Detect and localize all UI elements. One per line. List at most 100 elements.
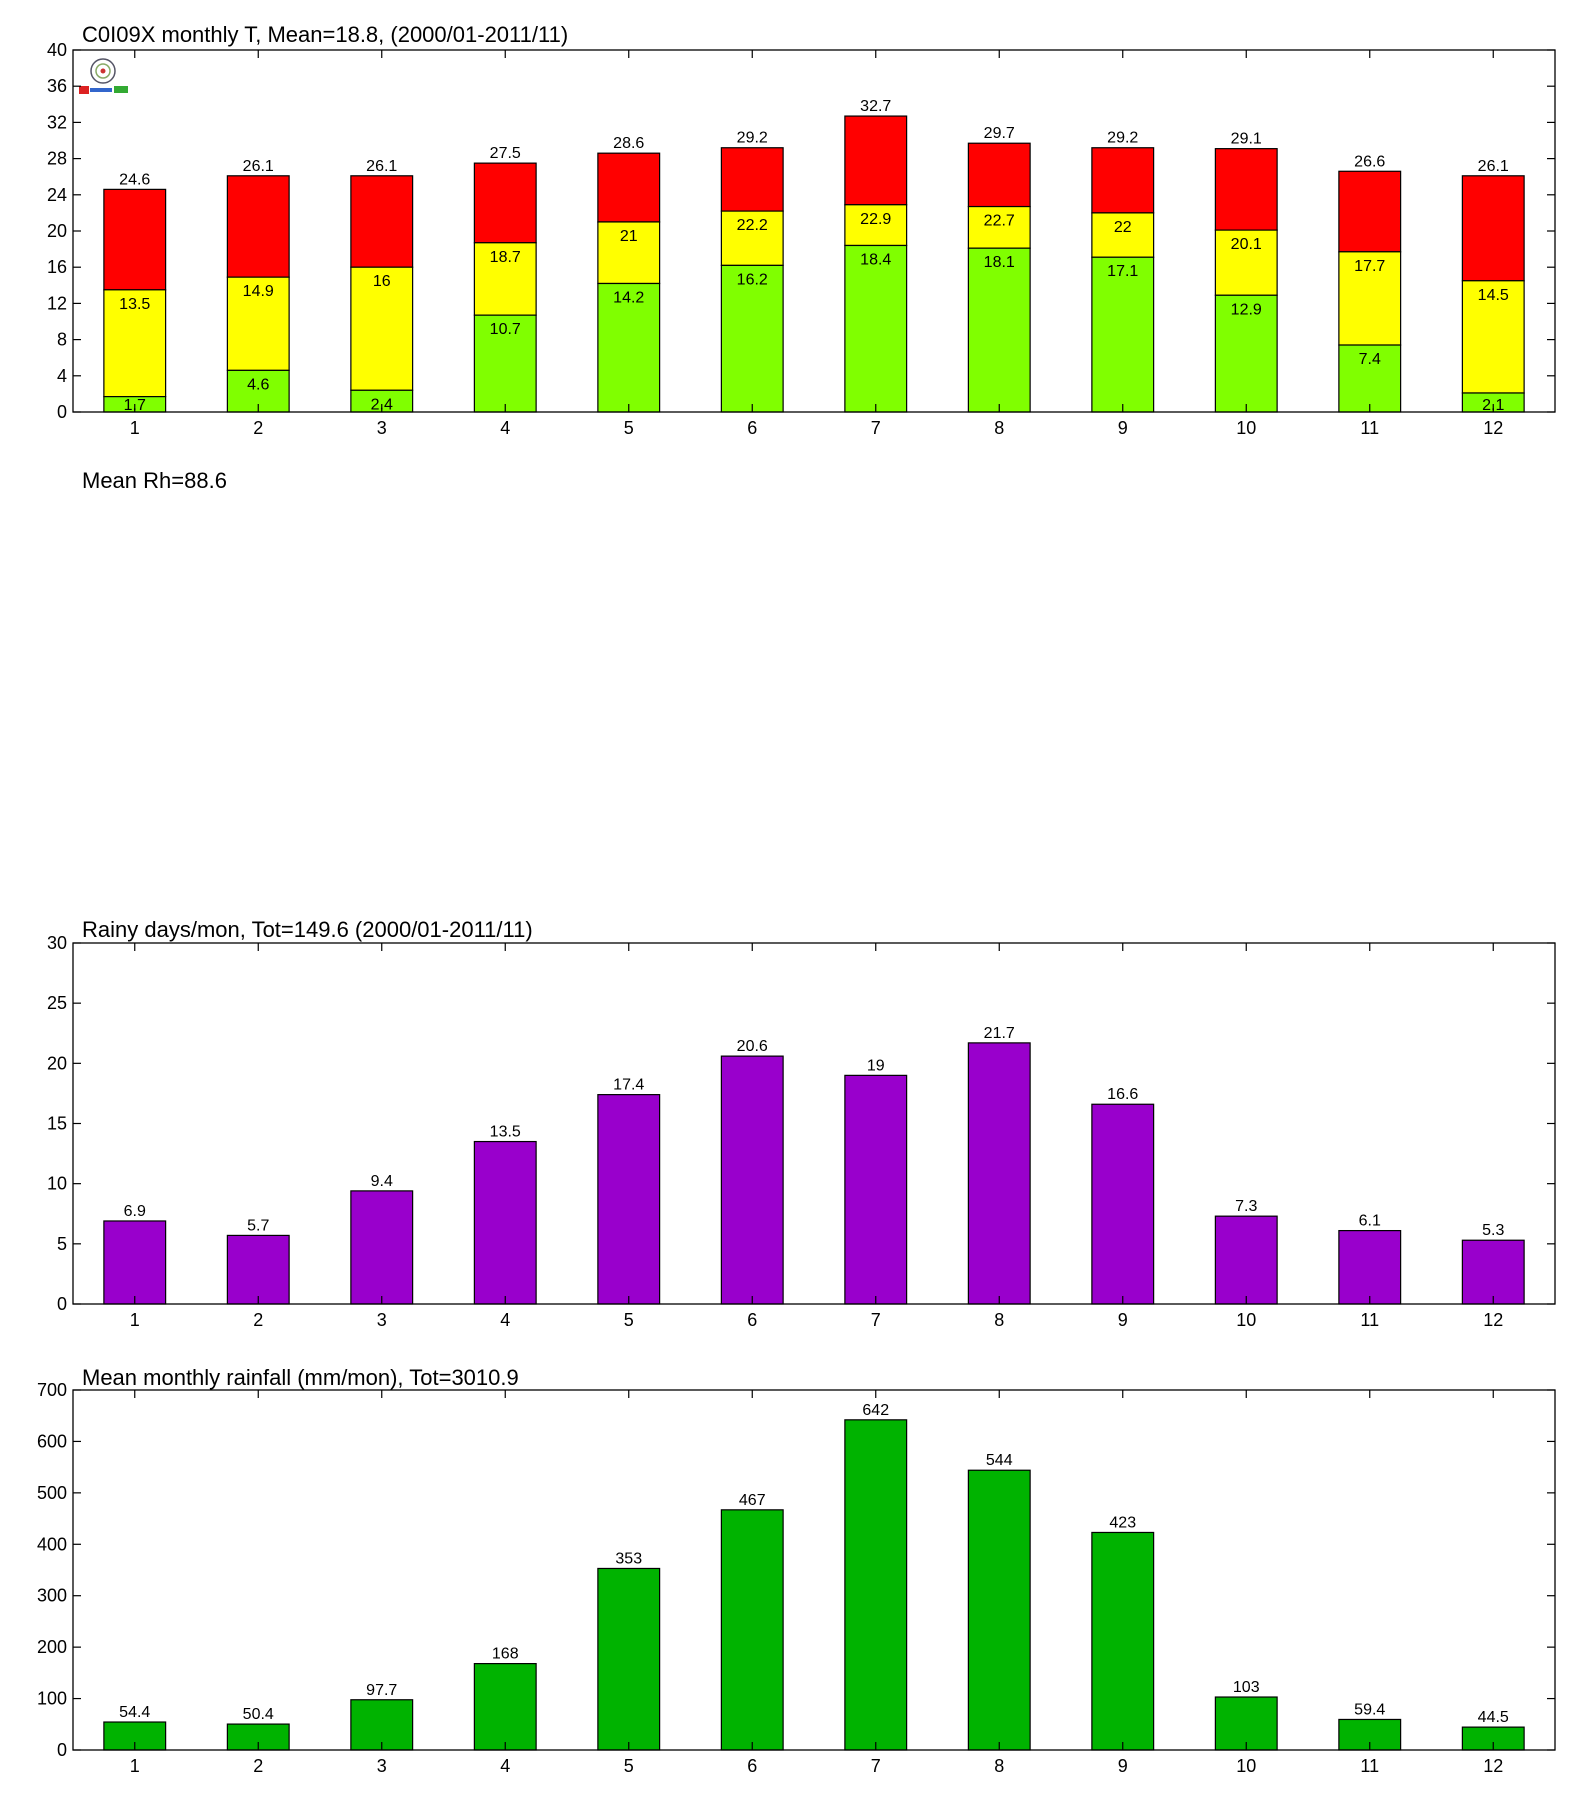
rainfall-ytick-label: 700 xyxy=(37,1380,67,1400)
rainy-days-chart-title: Rainy days/mon, Tot=149.6 (2000/01-2011/… xyxy=(82,917,533,942)
rainy-days-value-label: 19 xyxy=(867,1057,885,1074)
rainfall-value-label: 50.4 xyxy=(243,1706,274,1723)
rainfall-xtick-label: 12 xyxy=(1483,1756,1503,1776)
rainy-days-ytick-label: 5 xyxy=(57,1234,67,1254)
temp-max-label: 26.1 xyxy=(1478,158,1509,175)
temp-xtick-label: 7 xyxy=(871,418,881,438)
rainy-days-xtick-label: 4 xyxy=(500,1310,510,1330)
rainy-days-plot-frame xyxy=(72,942,1556,1305)
temp-bar-max xyxy=(1461,175,1525,282)
temp-mean-label: 22.7 xyxy=(984,213,1015,230)
temp-mean-label: 22.9 xyxy=(860,211,891,228)
temp-bar-max xyxy=(967,142,1031,208)
temperature-chart: C0I09X monthly T, Mean=18.8, (2000/01-20… xyxy=(47,22,1556,438)
temp-bar-min xyxy=(1214,294,1278,413)
rainy-days-value-label: 13.5 xyxy=(490,1124,521,1141)
temp-xtick-label: 4 xyxy=(500,418,510,438)
rainfall-value-label: 59.4 xyxy=(1354,1701,1385,1718)
rainy-days-ytick-label: 25 xyxy=(47,993,67,1013)
rainy-days-xtick-label: 1 xyxy=(130,1310,140,1330)
rainfall-ytick-label: 200 xyxy=(37,1637,67,1657)
rainy-days-xtick-label: 12 xyxy=(1483,1310,1503,1330)
temp-max-label: 29.2 xyxy=(737,130,768,147)
rainfall-value-label: 97.7 xyxy=(366,1682,397,1699)
rainy-days-bar xyxy=(1338,1229,1402,1305)
rainy-days-xtick-label: 7 xyxy=(871,1310,881,1330)
temp-ytick-label: 40 xyxy=(47,40,67,60)
temp-bar-mean xyxy=(1214,229,1278,296)
temp-min-label: 7.4 xyxy=(1359,351,1381,368)
rainy-days-value-label: 21.7 xyxy=(984,1025,1015,1042)
temp-min-label: 16.2 xyxy=(737,271,768,288)
rainfall-xtick-label: 2 xyxy=(253,1756,263,1776)
rainy-days-bar xyxy=(1214,1215,1278,1305)
temp-xtick-label: 11 xyxy=(1360,418,1379,438)
rainfall-xtick-label: 8 xyxy=(994,1756,1004,1776)
rainy-days-chart: Rainy days/mon, Tot=149.6 (2000/01-2011/… xyxy=(47,917,1556,1330)
temp-bar-min xyxy=(473,314,537,413)
temp-bar-mean xyxy=(103,289,167,398)
rainfall-value-label: 353 xyxy=(615,1550,642,1567)
rainfall-ytick-label: 300 xyxy=(37,1586,67,1606)
temp-ytick-label: 32 xyxy=(47,112,67,132)
temp-mean-label: 13.5 xyxy=(119,296,150,313)
rainfall-chart-title: Mean monthly rainfall (mm/mon), Tot=3010… xyxy=(82,1365,519,1390)
rainfall-ytick-label: 500 xyxy=(37,1483,67,1503)
temp-min-label: 12.9 xyxy=(1231,301,1262,318)
rainy-days-ytick-label: 20 xyxy=(47,1053,67,1073)
rainy-days-bar xyxy=(350,1190,414,1305)
rainfall-value-label: 423 xyxy=(1109,1514,1136,1531)
rainy-days-bar xyxy=(1461,1239,1525,1305)
rainy-days-bar xyxy=(597,1094,661,1305)
temp-ytick-label: 12 xyxy=(47,293,67,313)
temp-ytick-label: 4 xyxy=(57,366,67,386)
station-logo xyxy=(79,58,128,94)
temp-min-label: 10.7 xyxy=(490,321,521,338)
rainfall-value-label: 642 xyxy=(862,1402,889,1419)
rainfall-value-label: 54.4 xyxy=(119,1704,150,1721)
temp-max-label: 26.6 xyxy=(1354,153,1385,170)
temp-bar-min xyxy=(967,247,1031,413)
rainy-days-xtick-label: 5 xyxy=(624,1310,634,1330)
rainy-days-value-label: 20.6 xyxy=(737,1038,768,1055)
temp-mean-label: 18.7 xyxy=(490,249,521,266)
temp-max-label: 32.7 xyxy=(860,98,891,115)
temp-ytick-label: 16 xyxy=(47,257,67,277)
rainfall-bar xyxy=(597,1567,661,1751)
temp-max-label: 27.5 xyxy=(490,145,521,162)
temp-xtick-label: 5 xyxy=(624,418,634,438)
temp-max-label: 24.6 xyxy=(119,171,150,188)
temp-bar-mean xyxy=(967,205,1031,249)
rainfall-xtick-label: 1 xyxy=(130,1756,140,1776)
rainfall-bar xyxy=(473,1662,537,1751)
temp-xtick-label: 2 xyxy=(253,418,263,438)
rainfall-ytick-label: 600 xyxy=(37,1431,67,1451)
humidity-panel: Mean Rh=88.6 xyxy=(82,468,227,493)
rainy-days-xtick-label: 9 xyxy=(1118,1310,1128,1330)
temp-bar-max xyxy=(226,175,290,278)
rainy-days-value-label: 17.4 xyxy=(613,1077,644,1094)
rainfall-chart: Mean monthly rainfall (mm/mon), Tot=3010… xyxy=(37,1365,1556,1776)
rainfall-value-label: 467 xyxy=(739,1492,766,1509)
temp-max-label: 26.1 xyxy=(243,158,274,175)
temp-xtick-label: 8 xyxy=(994,418,1004,438)
rainfall-bar xyxy=(1091,1531,1155,1751)
rainfall-xtick-label: 9 xyxy=(1118,1756,1128,1776)
rainy-days-value-label: 16.6 xyxy=(1107,1086,1138,1103)
temp-ytick-label: 36 xyxy=(47,76,67,96)
temp-bar-min xyxy=(844,244,908,413)
temp-max-label: 29.7 xyxy=(984,125,1015,142)
rainy-days-value-label: 6.1 xyxy=(1359,1213,1381,1230)
temp-bar-max xyxy=(720,147,784,212)
rainy-days-xtick-label: 8 xyxy=(994,1310,1004,1330)
rainy-days-xtick-label: 11 xyxy=(1360,1310,1379,1330)
rainfall-xtick-label: 3 xyxy=(377,1756,387,1776)
temp-max-label: 28.6 xyxy=(613,135,644,152)
temp-ytick-label: 28 xyxy=(47,149,67,169)
temp-bar-mean xyxy=(844,204,908,247)
rainfall-xtick-label: 7 xyxy=(871,1756,881,1776)
rainfall-bar xyxy=(720,1509,784,1751)
rainy-days-ytick-label: 0 xyxy=(57,1294,67,1314)
temp-max-label: 29.2 xyxy=(1107,130,1138,147)
temp-bar-max xyxy=(350,175,414,268)
